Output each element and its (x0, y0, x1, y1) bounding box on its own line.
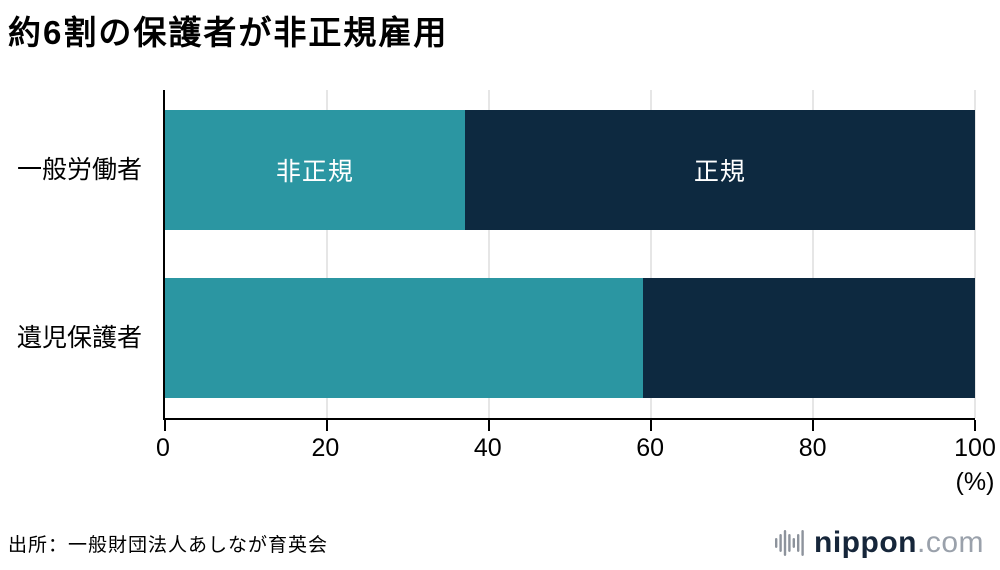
gridline (974, 90, 976, 418)
gridline (326, 90, 328, 418)
chart-title: 約6割の保護者が非正規雇用 (8, 14, 449, 51)
bar-row: 非正規 正規 (165, 110, 975, 230)
x-axis: (%) 0 20 40 60 80 100 (156, 420, 996, 510)
segment-label: 非正規 (275, 158, 354, 186)
gridline (812, 90, 814, 418)
x-axis-tick (812, 420, 814, 431)
x-tick-label: 20 (311, 434, 340, 462)
bar-segment: 正規 (464, 110, 975, 230)
x-tick-label: 60 (636, 434, 665, 462)
soundwave-bars-icon (775, 530, 804, 556)
x-axis-tick (164, 420, 166, 431)
gridline (488, 90, 490, 418)
bar-segment: 非正規 (165, 110, 465, 230)
logo-text: nippon.com (814, 526, 984, 560)
segment-label: 正規 (693, 158, 746, 186)
bar-segment (642, 278, 975, 398)
x-axis-tick (650, 420, 652, 431)
category-labels: 一般労働者遺児保護者 (0, 0, 150, 570)
gridline (650, 90, 652, 418)
x-axis-unit: (%) (955, 468, 995, 496)
nippon-logo: nippon.com (775, 526, 984, 560)
x-axis-tick (974, 420, 976, 431)
x-tick-label: 100 (954, 434, 996, 462)
bar-segment (165, 278, 643, 398)
plot-area: 非正規 正規 (163, 90, 976, 431)
gridlines (164, 90, 976, 431)
x-tick-label: 40 (473, 434, 502, 462)
logo-brand-text: nippon (814, 526, 917, 559)
x-tick-label: 0 (156, 434, 170, 462)
x-axis-tick (488, 420, 490, 431)
x-tick-label: 80 (798, 434, 827, 462)
source-note: 出所：一般財団法人あしなが育英会 (8, 535, 329, 556)
category-label: 一般労働者 (16, 156, 142, 184)
bars: 非正規 正規 (165, 90, 975, 418)
logo-suffix-text: .com (916, 526, 984, 559)
bar-row (165, 278, 975, 398)
x-axis-tick (326, 420, 328, 431)
category-label: 遺児保護者 (16, 324, 142, 352)
